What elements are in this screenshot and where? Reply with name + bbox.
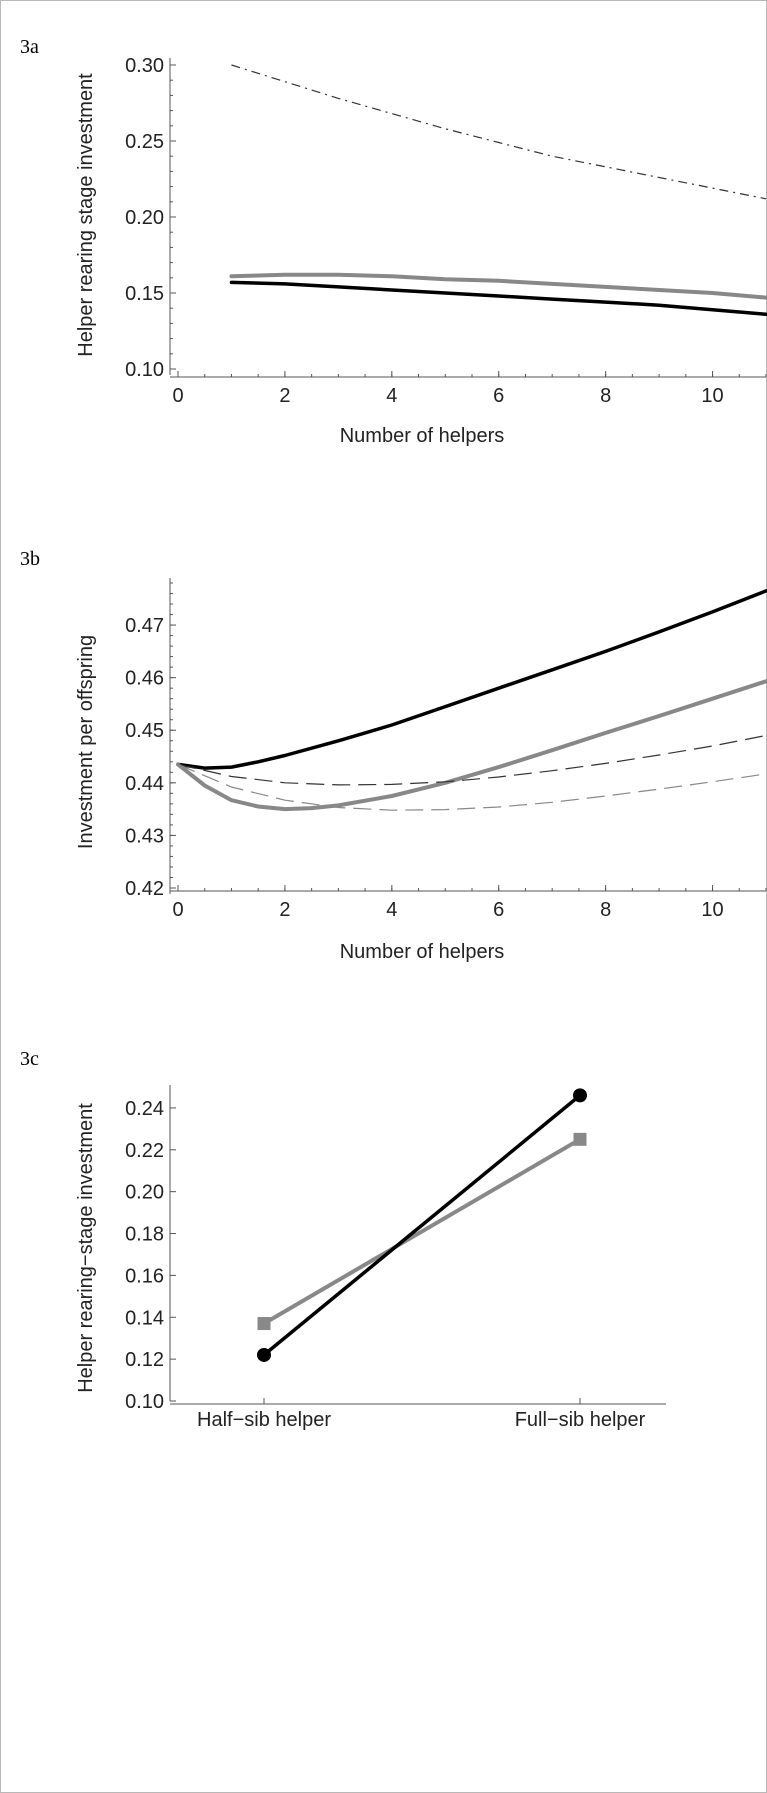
y-tick-label: 0.44: [125, 773, 164, 795]
x-tick-label: 0: [172, 385, 183, 407]
y-tick-label: 0.10: [125, 359, 164, 381]
x-tick-label: 2: [279, 899, 290, 921]
x-tick-label: 0: [172, 899, 183, 921]
y-tick-label: 0.25: [125, 131, 164, 153]
circle-marker: [257, 1347, 271, 1362]
x-axis-label: Number of helpers: [340, 425, 505, 447]
y-tick-label: 0.47: [125, 615, 164, 637]
x-tick-label: 10: [701, 899, 723, 921]
series-line-2: [176, 679, 767, 812]
x-tick-label: 6: [493, 385, 504, 407]
y-axis-label: Helper rearing stage investment: [75, 73, 97, 357]
category-label: Full−sib helper: [515, 1409, 646, 1431]
panel-label-b: 3b: [20, 548, 40, 570]
x-tick-label: 6: [493, 899, 504, 921]
y-tick-label: 0.16: [125, 1265, 164, 1287]
y-tick-label: 0.24: [125, 1098, 164, 1120]
y-tick-label: 0.10: [125, 1391, 164, 1413]
series-line-3: [177, 734, 767, 786]
category-label: Half−sib helper: [197, 1409, 331, 1431]
y-tick-label: 0.18: [125, 1224, 164, 1246]
series-line-4: [177, 763, 767, 811]
y-tick-label: 0.30: [125, 55, 164, 77]
circle-marker: [573, 1088, 587, 1103]
series-line-1: [231, 64, 767, 200]
x-tick-label: 8: [600, 385, 611, 407]
y-tick-label: 0.46: [125, 668, 164, 690]
series-line-2: [229, 272, 767, 300]
y-tick-label: 0.14: [125, 1307, 164, 1329]
series-line-1: [176, 589, 767, 770]
y-tick-label: 0.42: [125, 878, 164, 900]
x-tick-label: 2: [279, 385, 290, 407]
y-axis-label: Helper rearing−stage investment: [75, 1103, 97, 1393]
y-tick-label: 0.20: [125, 207, 164, 229]
x-axis-label: Number of helpers: [340, 941, 505, 963]
x-tick-label: 4: [386, 385, 397, 407]
square-marker: [257, 1317, 271, 1331]
series-line-3: [229, 280, 767, 317]
x-tick-label: 4: [386, 899, 397, 921]
panel-label-a: 3a: [20, 36, 39, 58]
y-axis-label: Investment per offspring: [75, 635, 97, 849]
x-tick-label: 10: [701, 385, 723, 407]
square-marker: [573, 1132, 587, 1146]
y-tick-label: 0.20: [125, 1182, 164, 1204]
x-tick-label: 8: [600, 899, 611, 921]
panel-label-c: 3c: [20, 1048, 39, 1070]
series-line-2: [262, 1093, 582, 1357]
y-tick-label: 0.45: [125, 720, 164, 742]
y-tick-label: 0.12: [125, 1349, 164, 1371]
y-tick-label: 0.15: [125, 283, 164, 305]
y-tick-label: 0.43: [125, 825, 164, 847]
y-tick-label: 0.22: [125, 1140, 164, 1162]
series-line-1: [262, 1137, 582, 1326]
